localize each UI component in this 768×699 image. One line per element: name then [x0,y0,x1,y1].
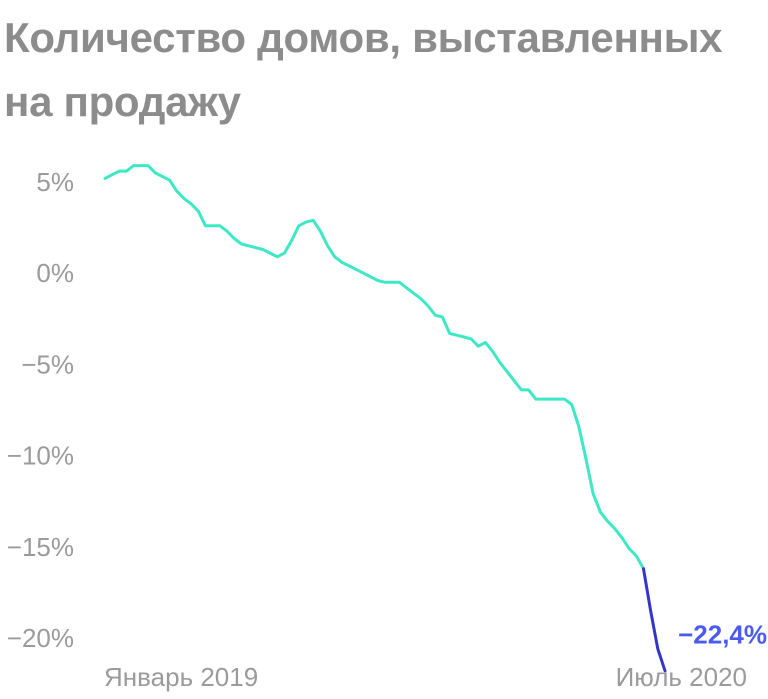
y-tick-label: −10% [7,441,74,471]
y-tick-label: −5% [21,349,74,379]
y-tick-label: 0% [36,258,74,288]
x-axis-ticks: Январь 2019 Июль 2020 [104,662,747,692]
y-tick-label: −15% [7,532,74,562]
y-axis-ticks: 5% 0% −5% −10% −15% −20% [7,167,74,653]
y-tick-label: −20% [7,623,74,653]
last-value-label: −22,4% [678,619,767,649]
x-tick-label: Январь 2019 [104,662,258,692]
series-line-highlight [642,567,667,673]
x-tick-label: Июль 2020 [616,662,747,692]
chart-title: Количество домов, выставленных на продаж… [4,14,723,125]
y-tick-label: 5% [36,167,74,197]
series-line-main [103,164,645,571]
